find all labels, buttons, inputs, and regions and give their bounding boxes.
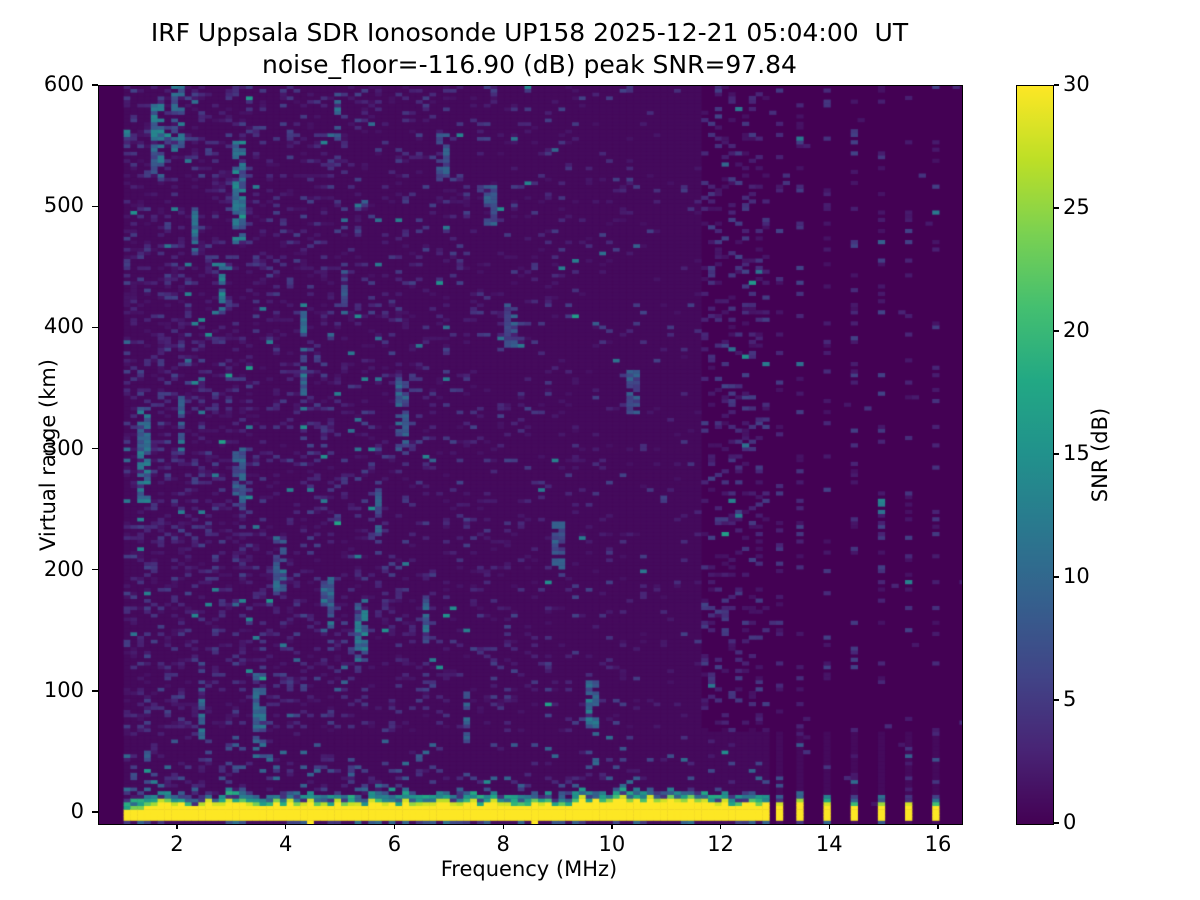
x-tick-label: 16 [924,832,952,856]
x-tick-mark [937,824,939,829]
colorbar-label: SNR (dB) [1088,407,1112,503]
y-tick-mark [92,447,98,450]
colorbar-tick-mark [1054,84,1059,86]
x-tick-label: 10 [598,832,626,856]
colorbar-tick-mark [1054,576,1059,578]
x-tick-mark [611,824,613,829]
x-tick-mark [828,824,830,829]
colorbar-tick-label: 0 [1063,810,1077,834]
y-tick-label: 200 [43,556,84,581]
colorbar-gradient [1017,86,1053,824]
y-tick-mark [92,326,98,329]
y-tick-mark [92,84,98,86]
colorbar-tick-mark [1054,330,1059,332]
y-axis-label: Virtual range (km) [36,358,60,552]
colorbar-tick-mark [1054,207,1059,209]
y-tick-label: 100 [43,677,84,702]
y-tick-mark [92,569,98,571]
x-tick-label: 8 [496,832,510,856]
x-tick-mark [502,824,504,829]
y-tick-label: 300 [43,435,84,460]
x-tick-label: 2 [170,832,184,856]
colorbar-tick-label: 30 [1063,72,1090,96]
y-tick-label: 0 [70,799,84,824]
x-axis-label: Frequency (MHz) [440,857,618,881]
chart-title: IRF Uppsala SDR Ionosonde UP158 2025-12-… [150,18,909,47]
y-tick-mark [92,205,98,207]
colorbar-tick-label: 5 [1063,687,1077,711]
x-tick-mark [176,824,178,829]
colorbar-tick-mark [1054,453,1059,455]
colorbar-tick-label: 10 [1063,564,1090,588]
y-tick-mark [92,690,98,692]
y-tick-label: 600 [43,72,84,96]
x-tick-mark [285,824,287,829]
colorbar-tick-label: 20 [1063,318,1090,342]
x-tick-label: 6 [387,832,402,856]
x-tick-mark [719,824,722,829]
ionogram-heatmap [99,86,962,824]
x-tick-mark [393,824,396,829]
chart-subtitle: noise_floor=-116.90 (dB) peak SNR=97.84 [262,50,797,79]
colorbar-tick-label: 25 [1063,195,1090,219]
y-tick-label: 500 [43,193,84,218]
y-tick-mark [92,811,98,813]
y-tick-label: 400 [43,314,84,339]
plot-area [98,85,963,825]
x-tick-label: 14 [815,832,843,856]
x-tick-label: 12 [707,832,734,856]
colorbar [1016,85,1054,825]
colorbar-tick-mark [1054,699,1059,701]
x-tick-label: 4 [279,832,293,856]
colorbar-tick-mark [1054,822,1059,824]
colorbar-tick-label: 15 [1063,441,1090,465]
